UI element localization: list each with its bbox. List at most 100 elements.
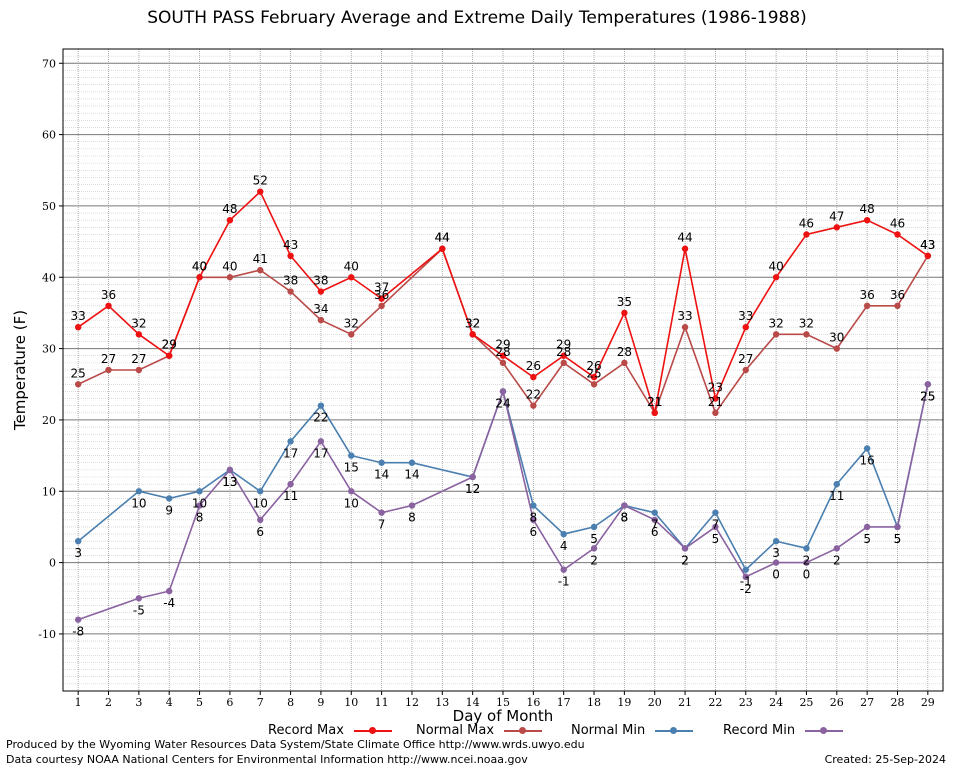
data-label: 8 <box>621 511 629 525</box>
data-label: 29 <box>162 338 177 352</box>
x-tick-label: 10 <box>344 696 358 709</box>
data-label: 5 <box>894 532 902 546</box>
data-label: 7 <box>378 518 386 532</box>
data-label: 38 <box>313 274 328 288</box>
data-label: 46 <box>890 216 905 230</box>
created-date: Created: 25-Sep-2024 <box>824 753 946 766</box>
data-label: 29 <box>495 338 510 352</box>
x-tick-label: 6 <box>226 696 233 709</box>
data-point <box>530 373 537 381</box>
data-point <box>803 231 810 238</box>
data-point <box>317 402 325 409</box>
data-point <box>621 359 628 367</box>
data-point <box>772 274 780 281</box>
data-point <box>257 516 264 523</box>
data-point <box>833 545 840 552</box>
data-label: 0 <box>803 568 811 582</box>
data-label: 33 <box>677 309 692 323</box>
y-tick-label: 50 <box>42 200 56 213</box>
data-label: 30 <box>829 331 844 345</box>
data-label: 21 <box>647 395 662 409</box>
x-tick-label: 22 <box>708 696 722 709</box>
data-label: 10 <box>192 496 207 510</box>
data-label: 26 <box>586 359 601 373</box>
x-tick-label: 5 <box>196 696 203 709</box>
x-tick-label: 23 <box>739 696 753 709</box>
legend-label: Normal Max <box>416 723 495 738</box>
data-point <box>833 480 840 488</box>
x-tick-label: 18 <box>587 696 601 709</box>
y-tick-label: 30 <box>42 343 56 356</box>
legend-label: Normal Min <box>571 723 646 738</box>
data-label: 40 <box>192 259 207 273</box>
y-tick-label: 20 <box>42 414 56 427</box>
data-point <box>348 488 355 495</box>
data-point <box>712 523 719 531</box>
data-label: 17 <box>313 446 328 460</box>
x-tick-label: 2 <box>105 696 112 709</box>
data-point <box>74 538 82 545</box>
data-label: 8 <box>621 511 629 525</box>
data-point <box>378 459 385 466</box>
data-point <box>651 409 658 416</box>
data-point <box>590 523 598 531</box>
y-tick-label: 60 <box>42 129 56 142</box>
data-label: 44 <box>677 231 692 245</box>
data-label: 52 <box>253 174 268 188</box>
data-point <box>378 509 385 516</box>
data-point <box>348 331 355 338</box>
chart-title: SOUTH PASS February Average and Extreme … <box>147 8 807 28</box>
data-label: 28 <box>556 345 571 359</box>
data-label: 21 <box>647 395 662 409</box>
data-label: -8 <box>72 625 84 639</box>
data-point <box>135 488 143 495</box>
data-point <box>590 545 598 552</box>
data-label: -4 <box>163 596 175 610</box>
data-point <box>166 352 173 359</box>
x-tick-label: 9 <box>317 696 324 709</box>
data-label: 35 <box>617 295 632 309</box>
data-point <box>135 331 143 338</box>
data-label: 2 <box>803 553 811 567</box>
data-point <box>257 188 264 195</box>
x-tick-label: 3 <box>135 696 142 709</box>
legend-marker <box>368 726 376 734</box>
data-label: 6 <box>256 525 264 539</box>
data-point <box>833 345 840 352</box>
y-tick-label: 70 <box>42 57 56 70</box>
legend-marker <box>820 726 828 734</box>
data-point <box>772 331 780 338</box>
data-point <box>257 488 264 495</box>
data-label: 27 <box>101 352 116 366</box>
data-label: 3 <box>772 546 780 560</box>
data-label: 14 <box>404 468 419 482</box>
series-line <box>77 190 929 414</box>
x-tick-label: 11 <box>375 696 389 709</box>
data-point <box>742 366 749 374</box>
x-tick-label: 8 <box>287 696 294 709</box>
data-point <box>560 566 567 573</box>
data-point <box>803 559 810 566</box>
x-tick-label: 13 <box>435 696 449 709</box>
data-label: 38 <box>283 274 298 288</box>
data-point <box>590 381 598 388</box>
data-point <box>166 587 173 595</box>
data-label: 40 <box>222 259 237 273</box>
x-tick-label: 4 <box>166 696 173 709</box>
data-label: 6 <box>530 525 538 539</box>
data-point <box>772 538 780 545</box>
data-label: 48 <box>222 202 237 216</box>
data-label: 36 <box>890 288 905 302</box>
data-point <box>742 324 749 331</box>
data-label: 2 <box>833 553 841 567</box>
data-point <box>74 324 82 331</box>
data-point <box>894 523 901 531</box>
data-point <box>196 274 203 281</box>
x-tick-label: 20 <box>648 696 662 709</box>
data-label: 9 <box>165 503 173 517</box>
data-point <box>499 388 507 395</box>
data-point <box>439 245 446 252</box>
data-point <box>317 288 325 295</box>
data-label: 7 <box>712 518 720 532</box>
data-point <box>196 502 203 509</box>
